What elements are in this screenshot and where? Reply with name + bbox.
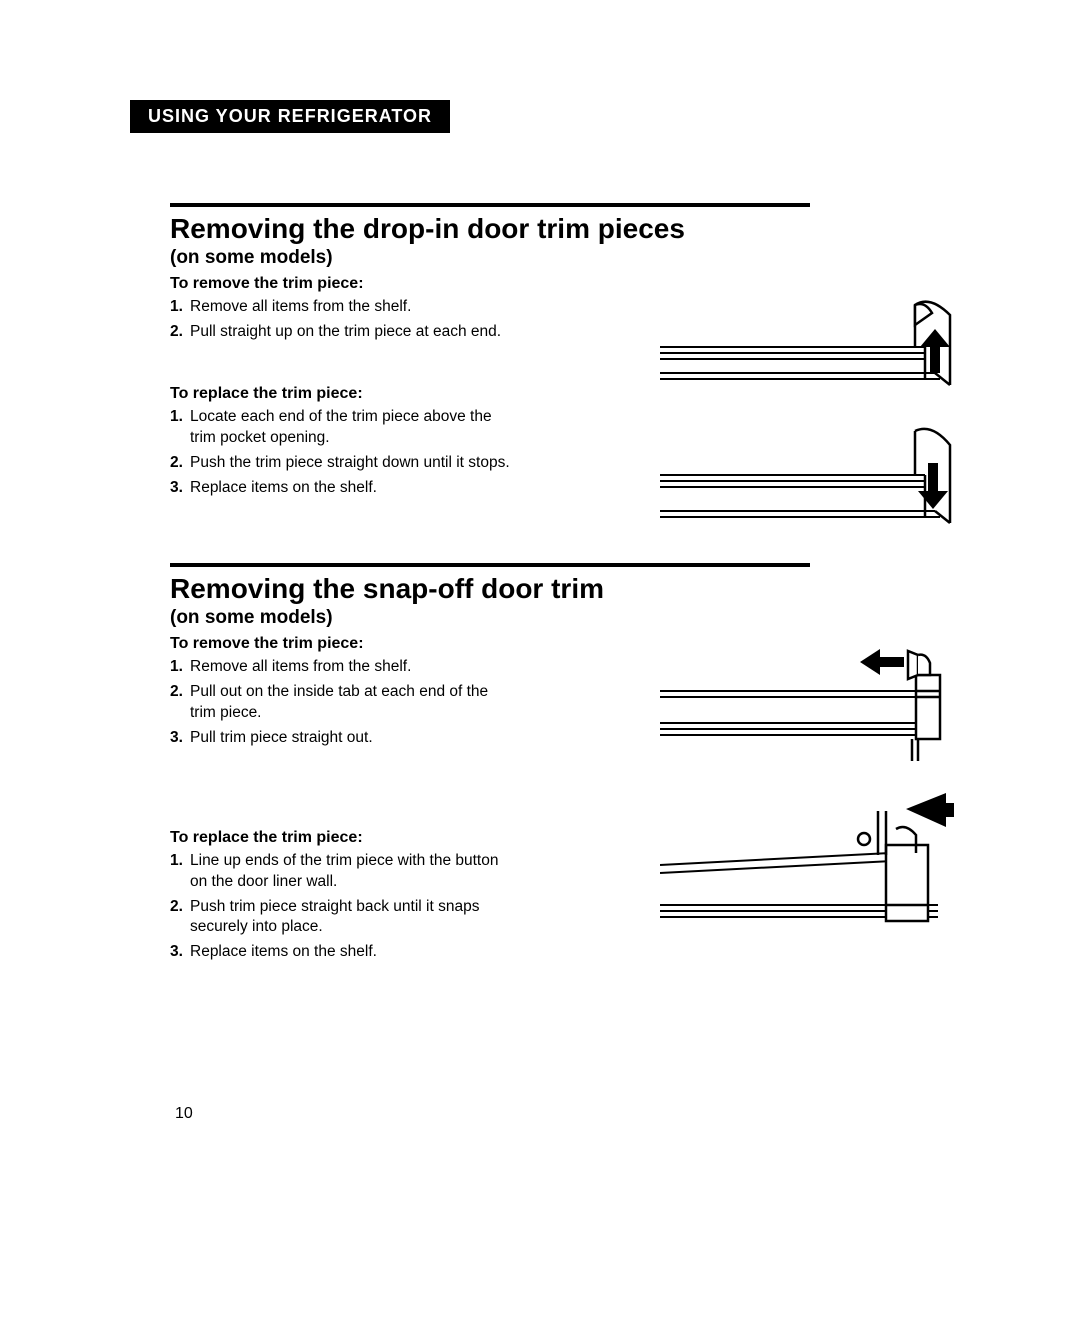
step-number: 2.: [170, 322, 190, 343]
drop-in-replace-diagram: [660, 413, 960, 533]
header-bar: USING YOUR REFRIGERATOR: [130, 100, 450, 133]
text-column: To remove the trim piece: 1.Remove all i…: [170, 635, 510, 967]
page-number: 10: [175, 1105, 193, 1123]
section-rule: [170, 563, 810, 567]
step-number: 2.: [170, 897, 190, 939]
step-number: 2.: [170, 453, 190, 474]
list-item: 1.Remove all items from the shelf.: [170, 297, 510, 318]
content-row: To remove the trim piece: 1.Remove all i…: [170, 635, 960, 967]
step-number: 2.: [170, 682, 190, 724]
header-label: USING YOUR REFRIGERATOR: [148, 106, 432, 126]
sub-heading: To replace the trim piece:: [170, 829, 510, 847]
section-title: Removing the snap-off door trim: [170, 573, 960, 605]
section-subtitle: (on some models): [170, 247, 960, 269]
sub-heading: To remove the trim piece:: [170, 635, 510, 653]
step-number: 1.: [170, 851, 190, 893]
remove-steps-list: 1.Remove all items from the shelf. 2.Pul…: [170, 657, 510, 749]
step-text: Remove all items from the shelf.: [190, 657, 510, 678]
step-text: Pull trim piece straight out.: [190, 728, 510, 749]
list-item: 2.Push the trim piece straight down unti…: [170, 453, 510, 474]
sub-heading: To replace the trim piece:: [170, 385, 510, 403]
diagram-column: [530, 275, 960, 533]
diagram-column: [530, 635, 960, 967]
step-text: Pull straight up on the trim piece at ea…: [190, 322, 510, 343]
document-page: USING YOUR REFRIGERATOR Removing the dro…: [0, 0, 1080, 1047]
step-number: 1.: [170, 407, 190, 449]
step-text: Remove all items from the shelf.: [190, 297, 510, 318]
section-title: Removing the drop-in door trim pieces: [170, 213, 960, 245]
step-text: Replace items on the shelf.: [190, 942, 510, 963]
replace-steps-list: 1.Locate each end of the trim piece abov…: [170, 407, 510, 499]
list-item: 1.Remove all items from the shelf.: [170, 657, 510, 678]
section-subtitle: (on some models): [170, 607, 960, 629]
step-text: Line up ends of the trim piece with the …: [190, 851, 510, 893]
snap-off-replace-diagram: [660, 793, 960, 953]
snap-off-remove-diagram: [660, 635, 960, 775]
sub-heading: To remove the trim piece:: [170, 275, 510, 293]
step-text: Push trim piece straight back until it s…: [190, 897, 510, 939]
step-number: 3.: [170, 728, 190, 749]
replace-steps-list: 1.Line up ends of the trim piece with th…: [170, 851, 510, 964]
remove-steps-list: 1.Remove all items from the shelf. 2.Pul…: [170, 297, 510, 343]
list-item: 3.Pull trim piece straight out.: [170, 728, 510, 749]
list-item: 1.Locate each end of the trim piece abov…: [170, 407, 510, 449]
section-rule: [170, 203, 810, 207]
step-text: Replace items on the shelf.: [190, 478, 510, 499]
list-item: 3.Replace items on the shelf.: [170, 942, 510, 963]
step-text: Push the trim piece straight down until …: [190, 453, 510, 474]
step-text: Pull out on the inside tab at each end o…: [190, 682, 510, 724]
drop-in-remove-diagram: [660, 275, 960, 395]
step-number: 3.: [170, 478, 190, 499]
step-number: 1.: [170, 297, 190, 318]
step-number: 1.: [170, 657, 190, 678]
text-column: To remove the trim piece: 1.Remove all i…: [170, 275, 510, 533]
list-item: 1.Line up ends of the trim piece with th…: [170, 851, 510, 893]
section-drop-in-trim: Removing the drop-in door trim pieces (o…: [170, 203, 960, 533]
list-item: 3.Replace items on the shelf.: [170, 478, 510, 499]
list-item: 2.Pull out on the inside tab at each end…: [170, 682, 510, 724]
content-row: To remove the trim piece: 1.Remove all i…: [170, 275, 960, 533]
list-item: 2.Push trim piece straight back until it…: [170, 897, 510, 939]
list-item: 2.Pull straight up on the trim piece at …: [170, 322, 510, 343]
step-number: 3.: [170, 942, 190, 963]
step-text: Locate each end of the trim piece above …: [190, 407, 510, 449]
section-snap-off-trim: Removing the snap-off door trim (on some…: [170, 563, 960, 967]
